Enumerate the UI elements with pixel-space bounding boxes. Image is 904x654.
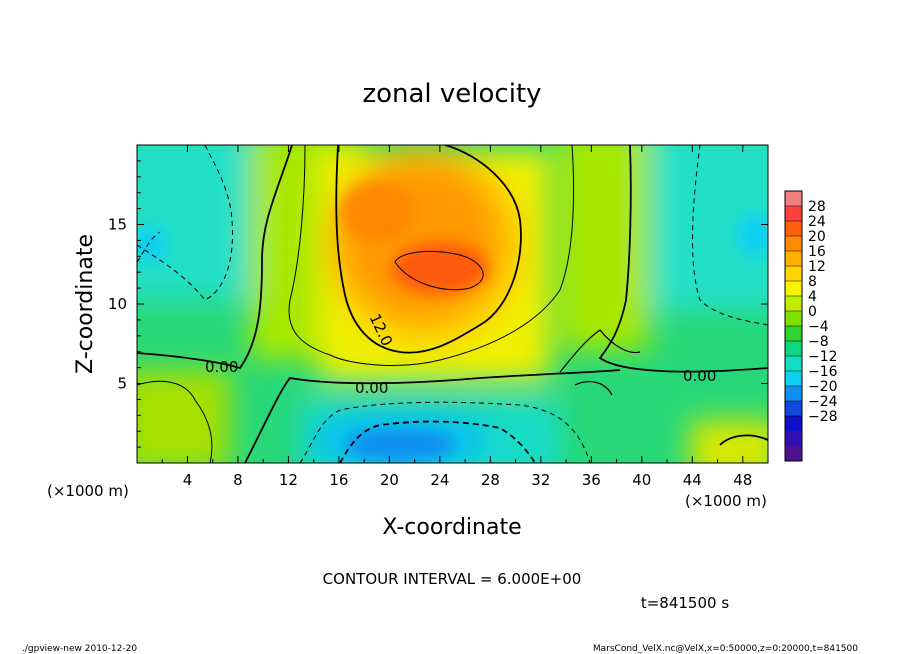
colorbar-swatch <box>785 221 802 237</box>
y-axis-label: Z-coordinate <box>73 234 98 374</box>
colorbar-tick-label: 16 <box>808 244 826 260</box>
contour-neg6-left <box>137 145 234 301</box>
contour-neg6-bottom <box>299 401 591 463</box>
colorbar-swatch <box>785 266 802 282</box>
x-ticks-group <box>161 145 744 463</box>
y-ticks-group <box>137 160 768 448</box>
x-axis: 4 8 12 16 20 24 28 32 36 40 44 48 (×1000 m) (×1000 … <box>47 145 767 540</box>
contour-neg12-bottom <box>339 420 536 463</box>
x-tick-labels-group: 4 8 12 16 20 24 28 32 36 40 44 48 <box>183 471 753 489</box>
colorbar-tick-label: 28 <box>808 199 826 215</box>
y-tick-label: 15 <box>108 216 127 234</box>
colorbar-swatch <box>785 281 802 297</box>
field-cores <box>137 182 768 461</box>
colorbar-tick-label: −12 <box>808 349 838 365</box>
contour-18 <box>394 250 484 291</box>
colorbar-tick-label: 24 <box>808 214 826 230</box>
y-tick-labels-group: 5 10 15 <box>108 216 127 393</box>
colorbar-tick-label: −8 <box>808 334 829 350</box>
colorbar-tick-label: 20 <box>808 229 826 245</box>
colorbar-swatch <box>785 386 802 402</box>
x-tick-label: 24 <box>430 471 449 489</box>
contour-neg6-right <box>692 145 768 326</box>
colorbar-swatch <box>785 251 802 267</box>
x-tick-label: 16 <box>329 471 348 489</box>
contour-12 <box>335 145 522 354</box>
colorbar-tick-label: −16 <box>808 364 838 380</box>
colorbar-swatch <box>785 356 802 372</box>
x-tick-label: 32 <box>531 471 550 489</box>
colorbar-tick-label: −28 <box>808 409 838 425</box>
colorbar-swatch <box>785 311 802 327</box>
footer-left: ./gpview-new 2010-12-20 <box>22 644 137 654</box>
contour-6-a <box>288 145 575 366</box>
x-tick-label: 40 <box>632 471 651 489</box>
chart-title: zonal velocity <box>362 79 541 109</box>
colorbar-swatch <box>785 296 802 312</box>
colorbar-tick-label: 12 <box>808 259 826 275</box>
contour-zero-left <box>137 145 293 370</box>
colorbar-swatch <box>785 431 802 447</box>
x-tick-label: 44 <box>683 471 702 489</box>
colorbar-swatches-group <box>785 191 802 462</box>
time-text: t=841500 s <box>641 594 729 612</box>
colorbar-swatch <box>785 416 802 432</box>
colorbar-swatch <box>785 236 802 252</box>
colorbar-tick-label: −20 <box>808 379 838 395</box>
colorbar-swatch <box>785 341 802 357</box>
x-tick-label: 28 <box>481 471 500 489</box>
heatmap-field: 0.00 0.00 0.00 12.0 <box>137 145 768 463</box>
colorbar-swatch <box>785 371 802 387</box>
contour-zero-right <box>598 145 768 373</box>
x-unit-label: (×1000 m) <box>47 482 129 500</box>
colorbar-tick-label: 4 <box>808 289 817 305</box>
contour-label-zero-mid: 0.00 <box>355 379 388 397</box>
contour-zero-mid <box>244 369 621 463</box>
contour-lines <box>137 145 768 463</box>
x-unit-label-right: (×1000 m) <box>685 492 767 510</box>
x-tick-label: 36 <box>582 471 601 489</box>
x-tick-label: 12 <box>279 471 298 489</box>
x-tick-label: 4 <box>183 471 193 489</box>
contour-neg6-topleft <box>137 231 161 263</box>
colorbar-tick-label: 8 <box>808 274 817 290</box>
x-tick-label: 8 <box>233 471 243 489</box>
colorbar-swatch <box>785 446 802 462</box>
contour-6-b <box>137 380 213 463</box>
colorbar-swatch <box>785 326 802 342</box>
colorbar-tick-label: −24 <box>808 394 838 410</box>
colorbar-swatch <box>785 191 802 207</box>
contour-zero-right-noise <box>559 329 641 396</box>
colorbar-swatch <box>785 206 802 222</box>
contour-label-zero-right: 0.00 <box>683 367 716 385</box>
y-tick-label: 10 <box>108 295 127 313</box>
colorbar-tick-label: −4 <box>808 319 829 335</box>
y-tick-label: 5 <box>117 375 127 393</box>
x-tick-label: 20 <box>380 471 399 489</box>
x-axis-label: X-coordinate <box>382 515 521 540</box>
x-tick-label: 48 <box>733 471 752 489</box>
contour-interval-text: CONTOUR INTERVAL = 6.000E+00 <box>323 570 582 588</box>
contour-neg-bottom-right <box>719 434 768 446</box>
footer-right: MarsCond_VelX.nc@VelX,x=0:50000,z=0:2000… <box>593 644 858 654</box>
contour-label-zero-left: 0.00 <box>205 358 238 376</box>
colorbar-tick-label: 0 <box>808 304 817 320</box>
y-axis: 5 10 15 Z-coordinate <box>73 160 768 448</box>
colorbar-swatch <box>785 401 802 417</box>
